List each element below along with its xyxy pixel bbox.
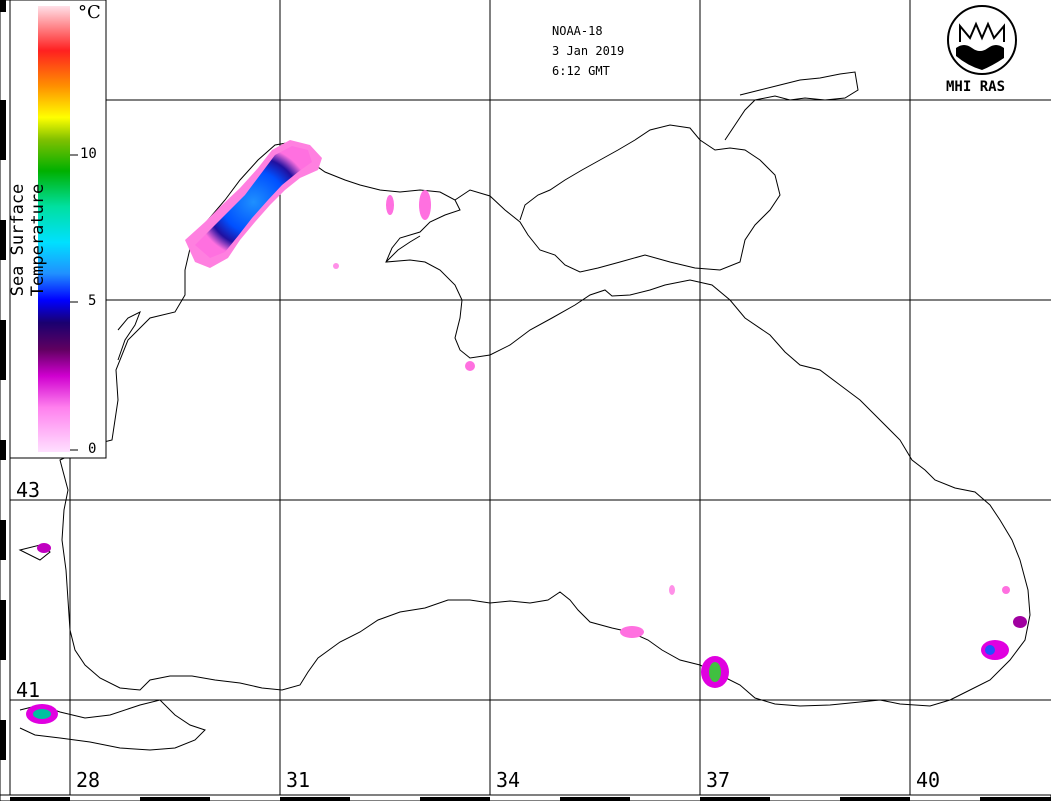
lon-label-28: 28 [76, 768, 101, 792]
sst-patch-crimea-north [419, 190, 431, 220]
lon-label-31: 31 [286, 768, 311, 792]
satellite-name: NOAA-18 [552, 24, 603, 38]
colorbar-tick-10: 10 [80, 146, 97, 162]
mhi-ras-logo [947, 5, 1017, 75]
sst-patch-bosphorus-core [33, 709, 51, 719]
sst-patch-offshore-1 [669, 585, 675, 595]
colorbar-unit: °C [78, 2, 101, 23]
black-sea-coast [59, 141, 1031, 707]
sst-patch-rize-core [985, 645, 995, 655]
logo-text: MHI RAS [946, 79, 1006, 95]
lon-label-40: 40 [916, 768, 941, 792]
colorbar-tick-5: 5 [88, 293, 97, 309]
don-delta [724, 71, 859, 141]
sst-patch-sevastopol [465, 361, 475, 371]
bosphorus [19, 699, 206, 751]
lon-label-37: 37 [706, 768, 731, 792]
colorbar-title: Sea Surface Temperature [8, 183, 48, 297]
sst-patch-rize-3 [1002, 586, 1010, 594]
coastline [18, 71, 1031, 751]
danube-delta [117, 310, 141, 361]
acquisition-time: 6:12 GMT [552, 64, 610, 78]
lat-scale [0, 0, 11, 796]
sst-patch-sinop [620, 626, 644, 638]
azov-coast [454, 124, 781, 273]
colorbar-ramp [38, 6, 70, 452]
acquisition-date: 3 Jan 2019 [552, 44, 625, 58]
sst-patch-offshore-2 [333, 263, 339, 269]
sst-patch-rize-2 [1013, 616, 1027, 628]
sst-data [26, 140, 1027, 724]
colorbar-tick-0: 0 [88, 441, 97, 457]
lon-scale [0, 794, 1051, 801]
lon-label-34: 34 [496, 768, 521, 792]
colorbar [9, 0, 107, 459]
sst-patch-bulgaria [37, 543, 51, 553]
lat-label-41: 41 [16, 678, 41, 702]
sst-nw-shelf-patch-inner [195, 146, 312, 258]
sst-patch-samsun-core [709, 662, 721, 682]
lat-label-43: 43 [16, 478, 41, 502]
crimea-west [385, 235, 421, 263]
bulgaria-islets [18, 544, 51, 561]
sst-patch-crimea-north-2 [386, 195, 394, 215]
